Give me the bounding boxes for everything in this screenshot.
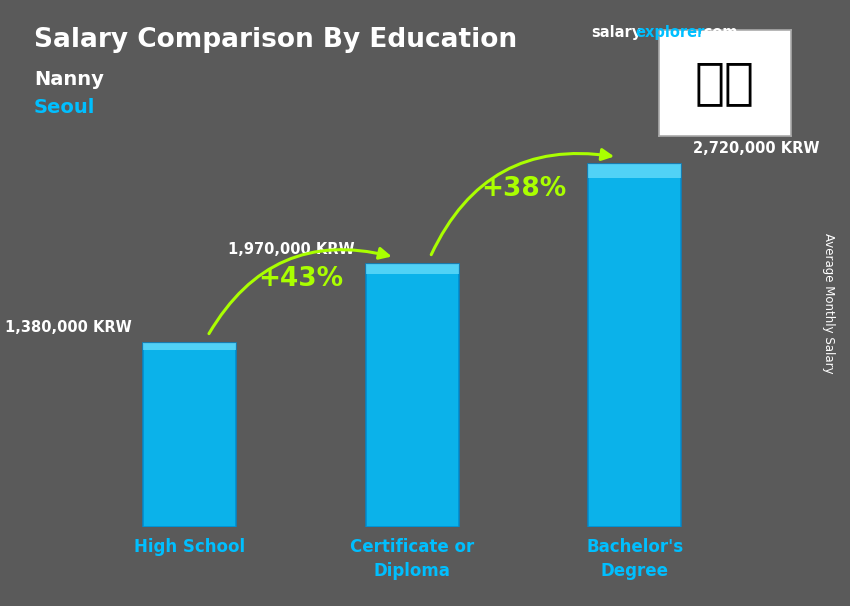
Text: Seoul: Seoul	[34, 98, 95, 117]
Text: 🇰🇷: 🇰🇷	[694, 59, 755, 107]
Text: Salary Comparison By Education: Salary Comparison By Education	[34, 27, 517, 53]
Text: 1,380,000 KRW: 1,380,000 KRW	[5, 321, 132, 335]
Bar	[588, 164, 682, 178]
Text: +38%: +38%	[481, 176, 566, 202]
Bar	[588, 164, 682, 527]
Text: +43%: +43%	[258, 265, 343, 291]
Text: 1,970,000 KRW: 1,970,000 KRW	[228, 242, 354, 256]
Bar	[143, 343, 236, 350]
Text: .com: .com	[699, 25, 738, 41]
Bar	[143, 343, 236, 527]
Bar	[366, 264, 459, 275]
Bar	[366, 264, 459, 527]
Text: Average Monthly Salary: Average Monthly Salary	[822, 233, 836, 373]
Text: salary: salary	[591, 25, 641, 41]
Text: explorer: explorer	[636, 25, 705, 41]
Text: 2,720,000 KRW: 2,720,000 KRW	[693, 141, 819, 156]
Text: Nanny: Nanny	[34, 70, 104, 88]
